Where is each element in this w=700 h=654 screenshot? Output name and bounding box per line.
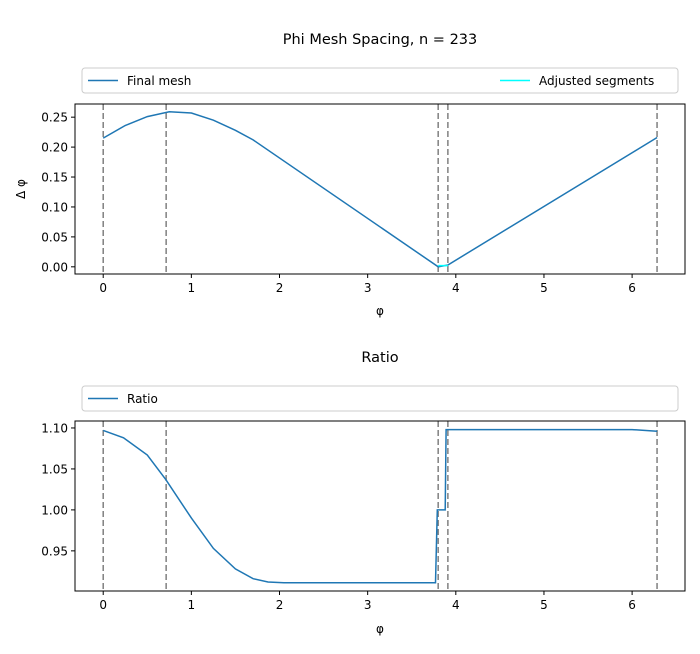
y-tick-label: 0.10 — [41, 200, 68, 214]
bottom-chart-title: Ratio — [361, 350, 398, 366]
axes-frame — [74, 103, 686, 275]
x-tick-label: 6 — [628, 281, 636, 295]
bottom-x-label: φ — [376, 622, 384, 636]
y-tick-label: 1.05 — [41, 462, 68, 476]
y-tick-label: 1.10 — [41, 421, 68, 435]
y-tick-label: 0.95 — [41, 544, 68, 558]
legend-label: Final mesh — [127, 74, 191, 88]
x-tick-label: 6 — [628, 598, 636, 612]
y-tick-label: 1.00 — [41, 503, 68, 517]
legend-box — [81, 385, 679, 412]
x-tick-label: 3 — [364, 598, 372, 612]
top-y-label: Δ φ — [14, 179, 28, 199]
legend-label: Adjusted segments — [539, 74, 654, 88]
x-tick-label: 0 — [99, 281, 107, 295]
x-tick-label: 4 — [452, 598, 460, 612]
x-tick-label: 1 — [188, 281, 196, 295]
top-chart-title: Phi Mesh Spacing, n = 233 — [283, 32, 478, 48]
y-tick-label: 0.05 — [41, 230, 68, 244]
x-tick-label: 4 — [452, 281, 460, 295]
axes-frame — [74, 420, 686, 592]
y-tick-label: 0.25 — [41, 111, 68, 125]
x-tick-label: 2 — [276, 598, 284, 612]
x-tick-label: 2 — [276, 281, 284, 295]
y-tick-label: 0.15 — [41, 171, 68, 185]
legend-label: Ratio — [127, 392, 158, 406]
y-tick-label: 0.00 — [41, 260, 68, 274]
series-line — [102, 111, 658, 268]
x-tick-label: 5 — [540, 281, 548, 295]
top-x-label: φ — [376, 304, 384, 318]
x-tick-label: 5 — [540, 598, 548, 612]
series-line — [102, 428, 658, 584]
legend-box — [81, 67, 679, 94]
x-tick-label: 0 — [99, 598, 107, 612]
x-tick-label: 1 — [188, 598, 196, 612]
y-tick-label: 0.20 — [41, 141, 68, 155]
x-tick-label: 3 — [364, 281, 372, 295]
